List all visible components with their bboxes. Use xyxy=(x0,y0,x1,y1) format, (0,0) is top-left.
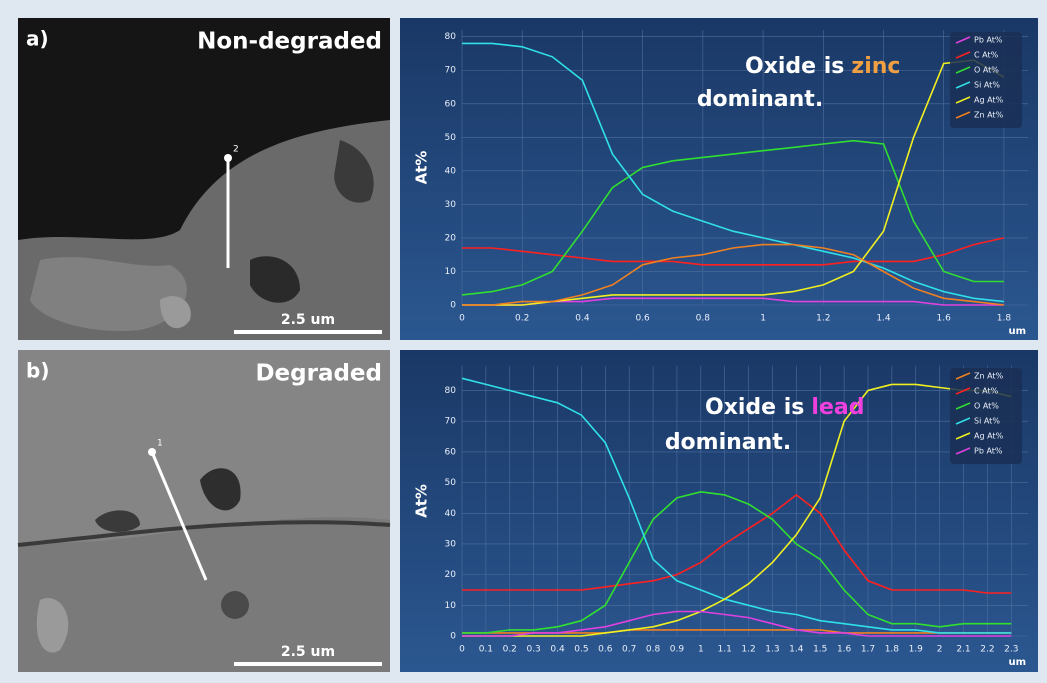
y-tick-label: 10 xyxy=(445,267,457,277)
x-tick-label: 1.8 xyxy=(997,314,1012,324)
y-tick-label: 0 xyxy=(450,632,456,642)
annotation: Oxide is lead xyxy=(705,395,864,420)
legend-label: Si At% xyxy=(974,417,1000,426)
x-tick-label: 1.9 xyxy=(909,645,924,655)
y-tick-label: 30 xyxy=(445,200,457,210)
y-tick-label: 70 xyxy=(445,66,457,76)
y-tick-label: 20 xyxy=(445,233,457,243)
annotation: dominant. xyxy=(697,87,823,112)
legend-label: C At% xyxy=(974,387,999,396)
sem-image xyxy=(18,18,390,340)
legend-label: Zn At% xyxy=(974,111,1004,120)
y-tick-label: 20 xyxy=(445,570,457,580)
annotation-text: Oxide is xyxy=(745,54,844,79)
scan-start xyxy=(148,448,156,456)
sem-image xyxy=(18,350,390,672)
legend-label: Zn At% xyxy=(974,372,1004,381)
y-tick-label: 80 xyxy=(445,386,457,396)
x-tick-label: 0.8 xyxy=(696,314,711,324)
annotation-text: Oxide is xyxy=(705,395,804,420)
y-tick-label: 60 xyxy=(445,447,457,457)
scale-bar-label: 2.5 um xyxy=(281,312,335,328)
y-tick-label: 50 xyxy=(445,133,457,143)
x-tick-label: 2.1 xyxy=(956,645,970,655)
legend-label: O At% xyxy=(974,66,999,75)
scan-marker: 2 xyxy=(233,145,239,155)
y-tick-label: 50 xyxy=(445,478,457,488)
x-tick-label: 0.5 xyxy=(574,645,588,655)
y-tick-label: 70 xyxy=(445,417,457,427)
scan-marker: 1 xyxy=(157,439,163,449)
x-axis-label: um xyxy=(1008,657,1026,668)
y-tick-label: 10 xyxy=(445,601,457,611)
panel-label: a) xyxy=(26,27,49,51)
legend-label: Pb At% xyxy=(974,36,1003,45)
x-tick-label: 0 xyxy=(459,645,465,655)
panel-title: Non-degraded xyxy=(197,29,382,55)
x-tick-label: 1.2 xyxy=(816,314,830,324)
x-tick-label: 0.8 xyxy=(646,645,661,655)
x-tick-label: 1.8 xyxy=(885,645,900,655)
x-axis-label: um xyxy=(1008,326,1026,337)
x-tick-label: 2.2 xyxy=(980,645,994,655)
legend-label: C At% xyxy=(974,51,999,60)
panel-title: Degraded xyxy=(255,361,382,387)
x-tick-label: 1.4 xyxy=(789,645,804,655)
x-tick-label: 0.2 xyxy=(515,314,529,324)
y-tick-label: 60 xyxy=(445,99,457,109)
figure: a) Non-degraded 2 2.5 um b) Degraded 1 2.5 um 0 1… xyxy=(0,0,1047,679)
x-tick-label: 1.6 xyxy=(837,645,852,655)
annotation: dominant. xyxy=(665,430,791,455)
x-tick-label: 0.1 xyxy=(479,645,493,655)
y-tick-label: 0 xyxy=(450,301,456,311)
legend-label: Si At% xyxy=(974,81,1000,90)
x-tick-label: 0.4 xyxy=(575,314,590,324)
x-tick-label: 1.2 xyxy=(741,645,755,655)
panel-label: b) xyxy=(26,359,49,383)
x-tick-label: 0.3 xyxy=(526,645,540,655)
y-tick-label: 40 xyxy=(445,166,457,176)
x-tick-label: 1 xyxy=(698,645,704,655)
x-tick-label: 0 xyxy=(459,314,465,324)
x-tick-label: 0.2 xyxy=(503,645,517,655)
legend-label: Ag At% xyxy=(974,96,1004,105)
x-tick-label: 1.3 xyxy=(765,645,779,655)
x-tick-label: 0.6 xyxy=(598,645,613,655)
x-tick-label: 2.3 xyxy=(1004,645,1018,655)
annotation: Oxide is zinc xyxy=(745,54,900,79)
x-tick-label: 0.4 xyxy=(550,645,565,655)
x-tick-label: 0.9 xyxy=(670,645,685,655)
x-tick-label: 1.7 xyxy=(861,645,875,655)
x-tick-label: 0.7 xyxy=(622,645,636,655)
annotation-highlight: lead xyxy=(811,395,864,420)
x-tick-label: 1.6 xyxy=(937,314,952,324)
y-axis-label: At% xyxy=(413,151,431,185)
x-tick-label: 1.4 xyxy=(876,314,891,324)
y-tick-label: 30 xyxy=(445,539,457,549)
x-tick-label: 1.1 xyxy=(718,645,732,655)
legend-label: Ag At% xyxy=(974,432,1004,441)
y-tick-label: 80 xyxy=(445,32,457,42)
x-tick-label: 0.6 xyxy=(635,314,650,324)
y-tick-label: 40 xyxy=(445,509,457,519)
scale-bar-label: 2.5 um xyxy=(281,644,335,660)
x-tick-label: 1.5 xyxy=(813,645,827,655)
annotation-highlight: zinc xyxy=(851,54,900,79)
y-axis-label: At% xyxy=(413,484,431,518)
scan-start xyxy=(224,154,232,162)
x-tick-label: 2 xyxy=(937,645,943,655)
legend-label: O At% xyxy=(974,402,999,411)
x-tick-label: 1 xyxy=(760,314,766,324)
legend-label: Pb At% xyxy=(974,447,1003,456)
